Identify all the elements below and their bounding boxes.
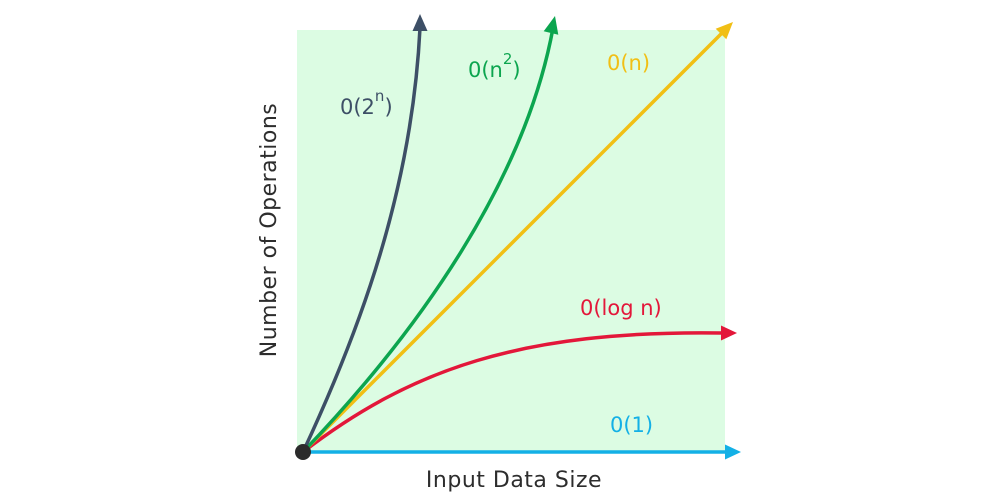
arrowhead-on (715, 22, 733, 40)
arrowhead-on2 (543, 16, 559, 35)
series-label-o1: 0(1) (610, 413, 653, 437)
series-line-ologn (301, 331, 723, 454)
arrowhead-o1 (725, 444, 741, 460)
series-label-ologn: 0(log n) (580, 296, 662, 320)
series-line-on2 (301, 27, 555, 454)
series-label-on: 0(n) (607, 51, 650, 75)
arrowhead-ologn (721, 325, 737, 341)
series-line-on (301, 31, 724, 454)
series-line-o2n (301, 27, 422, 453)
origin-dot (295, 444, 311, 460)
y-axis-title: Number of Operations (257, 103, 282, 358)
series-label-o2n: 0(2n) (340, 87, 393, 119)
arrowhead-o2n (412, 14, 428, 31)
x-axis-title: Input Data Size (426, 468, 602, 493)
series-label-on2: 0(n2) (468, 50, 521, 82)
